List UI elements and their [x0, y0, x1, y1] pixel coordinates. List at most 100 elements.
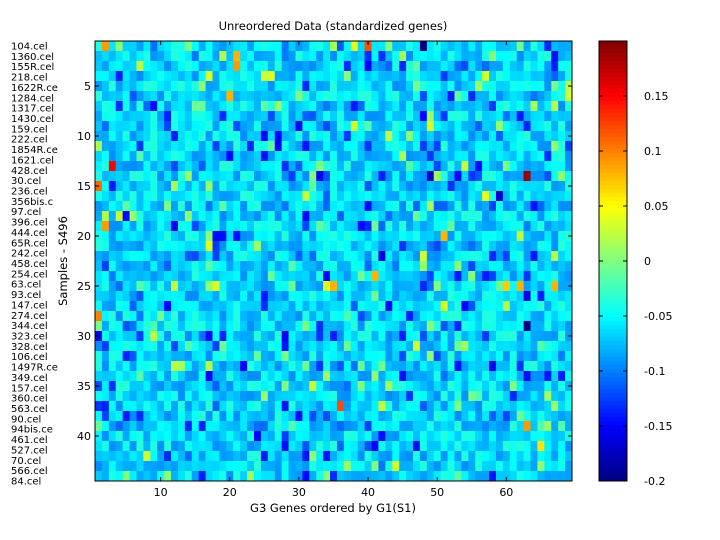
- heatmap-cell: [115, 61, 124, 72]
- heatmap-cell: [537, 111, 545, 122]
- heatmap-cell: [247, 81, 255, 92]
- heatmap-cell: [136, 71, 144, 82]
- heatmap-cell: [323, 171, 331, 182]
- heatmap-cell: [350, 331, 359, 342]
- heatmap-cell: [447, 301, 455, 312]
- heatmap-cell: [426, 421, 435, 432]
- heatmap-cell: [343, 301, 352, 312]
- heatmap-cell: [254, 41, 262, 52]
- heatmap-cell: [288, 201, 296, 212]
- heatmap-cell: [198, 41, 207, 52]
- heatmap-cell: [309, 231, 317, 242]
- colorbar-segment: [599, 249, 627, 254]
- heatmap-cell: [233, 101, 241, 112]
- heatmap-cell: [461, 361, 469, 372]
- heatmap-cell: [260, 261, 269, 272]
- heatmap-cell: [461, 451, 469, 462]
- heatmap-cell: [461, 391, 469, 402]
- heatmap-cell: [309, 241, 317, 252]
- heatmap-cell: [219, 341, 227, 352]
- heatmap-cell: [122, 201, 130, 212]
- heatmap-cell: [350, 141, 359, 152]
- heatmap-cell: [184, 391, 193, 402]
- heatmap-cell: [247, 301, 255, 312]
- heatmap-cell: [136, 291, 144, 302]
- heatmap-cell: [468, 161, 476, 172]
- heatmap-cell: [537, 81, 545, 92]
- heatmap-cell: [205, 251, 213, 262]
- heatmap-cell: [551, 431, 559, 442]
- heatmap-cell: [323, 141, 331, 152]
- heatmap-cell: [406, 461, 414, 472]
- heatmap-cell: [330, 71, 338, 82]
- heatmap-cell: [468, 51, 476, 62]
- heatmap-cell: [309, 111, 317, 122]
- heatmap-cell: [164, 201, 172, 212]
- heatmap-cell: [399, 291, 407, 302]
- heatmap-cell: [558, 71, 566, 82]
- heatmap-cell: [108, 101, 117, 112]
- heatmap-cell: [357, 181, 366, 192]
- heatmap-cell: [371, 371, 379, 382]
- heatmap-cell: [150, 351, 158, 362]
- heatmap-cell: [164, 81, 172, 92]
- heatmap-cell: [523, 161, 531, 172]
- heatmap-cell: [274, 351, 283, 362]
- heatmap-cell: [530, 231, 538, 242]
- heatmap-cell: [447, 41, 455, 52]
- heatmap-cell: [247, 361, 255, 372]
- heatmap-cell: [101, 331, 110, 342]
- heatmap-cell: [447, 351, 455, 362]
- heatmap-cell: [171, 281, 179, 292]
- heatmap-cell: [413, 331, 421, 342]
- heatmap-cell: [482, 461, 490, 472]
- heatmap-cell: [378, 441, 386, 452]
- heatmap-cell: [433, 151, 442, 162]
- heatmap-cell: [419, 211, 428, 222]
- heatmap-cell: [343, 391, 352, 402]
- heatmap-cell: [129, 411, 137, 422]
- heatmap-cell: [316, 301, 324, 312]
- heatmap-cell: [392, 391, 400, 402]
- colorbar-segment: [599, 365, 627, 370]
- colorbar-segment: [599, 49, 627, 54]
- heatmap-cell: [558, 261, 566, 272]
- heatmap-cell: [171, 161, 179, 172]
- heatmap-cell: [544, 351, 552, 362]
- heatmap-cell: [509, 251, 518, 262]
- heatmap-cell: [309, 221, 317, 232]
- heatmap-cell: [565, 461, 573, 472]
- heatmap-cell: [565, 361, 573, 372]
- heatmap-cell: [447, 71, 455, 82]
- colorbar-segment: [599, 437, 627, 442]
- colorbar-segment: [599, 101, 627, 106]
- heatmap-cell: [260, 201, 269, 212]
- heatmap-cell: [101, 231, 110, 242]
- heatmap-cell: [482, 211, 490, 222]
- heatmap-cell: [343, 471, 352, 482]
- heatmap-cell: [302, 191, 310, 202]
- heatmap-cell: [357, 201, 366, 212]
- heatmap-cell: [399, 191, 407, 202]
- heatmap-cell: [392, 221, 400, 232]
- heatmap-cell: [267, 301, 276, 312]
- heatmap-cell: [523, 41, 531, 52]
- heatmap-cell: [509, 91, 518, 102]
- heatmap-cell: [108, 251, 117, 262]
- heatmap-cell: [101, 371, 110, 382]
- heatmap-cell: [226, 141, 234, 152]
- heatmap-cell: [475, 91, 483, 102]
- heatmap-cell: [143, 141, 151, 152]
- heatmap-cell: [295, 381, 303, 392]
- heatmap-cell: [122, 181, 130, 192]
- heatmap-cell: [281, 71, 289, 82]
- heatmap-cell: [350, 101, 359, 112]
- heatmap-cell: [309, 381, 317, 392]
- heatmap-cell: [454, 341, 462, 352]
- colorbar-segment: [599, 413, 627, 418]
- heatmap-cell: [406, 41, 414, 52]
- heatmap-cell: [136, 361, 144, 372]
- heatmap-cell: [482, 111, 490, 122]
- heatmap-cell: [150, 51, 158, 62]
- heatmap-cell: [378, 61, 386, 72]
